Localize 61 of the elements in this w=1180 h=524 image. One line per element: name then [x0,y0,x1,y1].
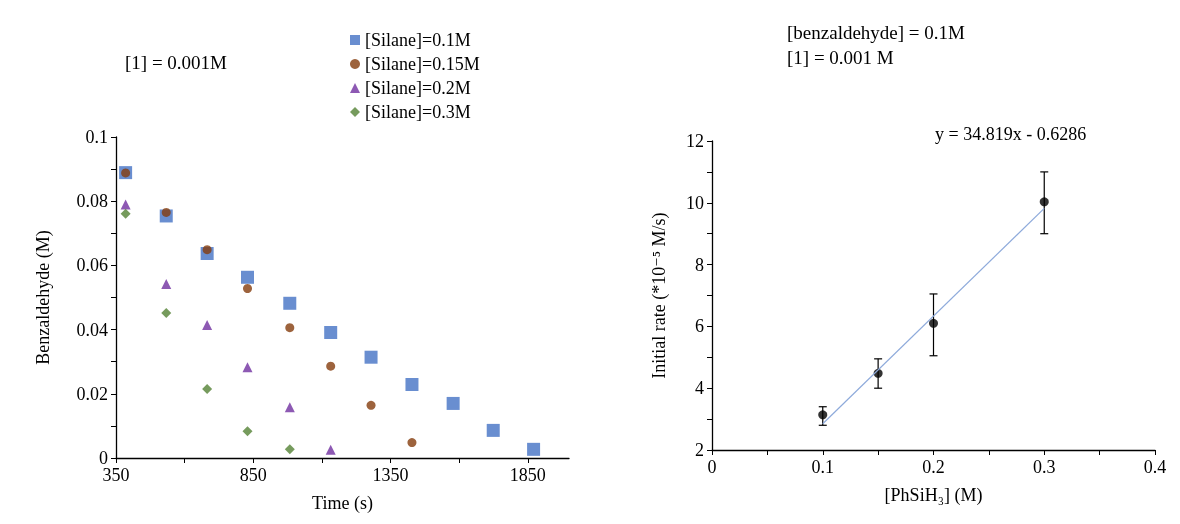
point [283,296,297,310]
chart-subtitle: [1] = 0.001 M [787,47,894,68]
x-tick-label: 0.2 [922,457,945,477]
point [446,396,460,410]
point [241,270,255,284]
chart-title: [benzaldehyde] = 0.1M [787,22,966,43]
point [120,199,131,210]
y-tick-label: 12 [686,131,704,151]
annotation: y = 34.819x - 0.6286 [935,124,1087,144]
point [818,410,828,420]
y-tick-label: 6 [695,316,704,337]
chart-title: [1] = 0.001M [125,52,228,73]
x-tick-label: 350 [102,465,130,485]
legend-label: [Silane]=0.1M [365,30,471,50]
x-axis-title: [PhSiH₃] (M) [884,485,983,506]
y-tick-label: 2 [695,440,704,460]
y-tick-label: 0.08 [76,191,108,212]
y-tick-label: 0.04 [76,319,108,340]
point [243,284,253,294]
point [407,438,417,448]
x-axis-title: Time (s) [312,493,373,514]
x-tick-label: 0.3 [1033,457,1056,477]
point [161,307,172,318]
point [284,444,295,455]
point [242,426,253,437]
point [1039,197,1049,207]
point [405,377,419,391]
legend-label: [Silane]=0.15M [365,54,480,74]
point [527,442,541,456]
y-axis-title: Initial rate (*10⁻⁵ M/s) [649,212,670,379]
legend-label: [Silane]=0.2M [365,78,471,98]
x-tick-label: 850 [239,465,267,485]
point [242,362,253,373]
point [202,320,213,331]
point [285,323,295,333]
y-tick-label: 0.02 [76,383,108,404]
point [161,279,172,290]
point [326,361,336,371]
x-tick-label: 1350 [372,465,409,485]
legend-label: [Silane]=0.3M [365,102,471,122]
point [202,245,212,255]
point [366,400,376,410]
y-tick-label: 0.06 [76,255,108,276]
point [120,208,131,219]
x-tick-label: 1850 [509,465,546,485]
y-axis-title: Benzaldehyde (M) [33,230,54,365]
point [873,368,883,378]
point [161,207,171,217]
point [325,444,336,455]
point [364,350,378,364]
point [929,318,938,328]
point [486,423,500,437]
y-tick-label: 8 [695,254,704,275]
x-tick-label: 0.1 [811,457,834,477]
point [202,383,213,394]
y-tick-label: 4 [695,378,704,399]
point [284,402,295,413]
y-tick-label: 10 [686,192,704,213]
x-tick-label: 0.4 [1143,457,1167,477]
point [324,325,338,339]
y-tick-label: 0.1 [85,127,108,147]
